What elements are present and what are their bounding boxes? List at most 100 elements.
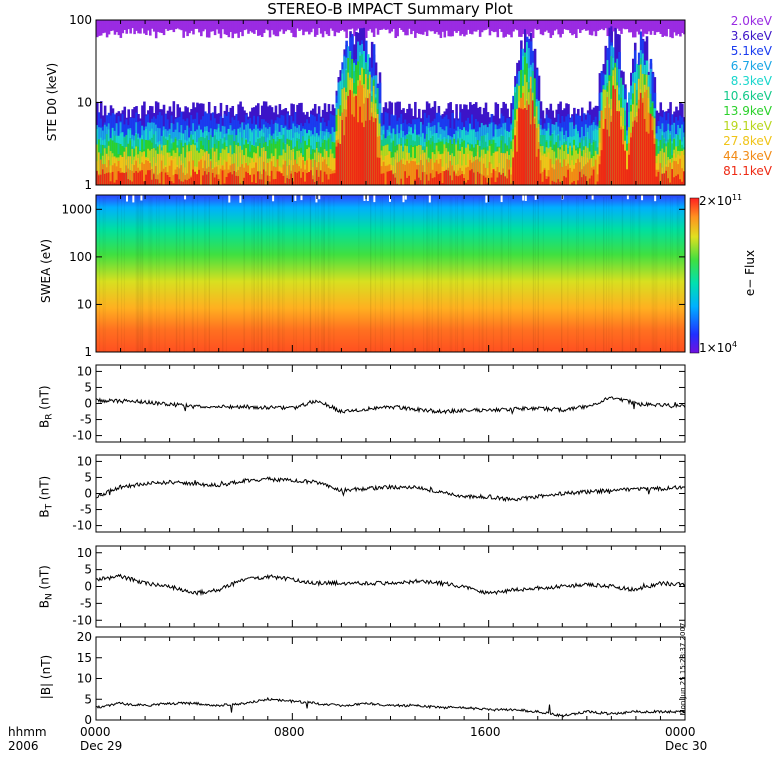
ste-band-segment	[343, 20, 346, 32]
ste-band-segment	[145, 160, 148, 185]
ste-band-segment	[321, 182, 325, 185]
ste-band-segment	[553, 20, 557, 31]
ste-band-segment	[404, 20, 407, 36]
ste-band-segment	[243, 167, 246, 185]
ste-band-segment	[522, 20, 525, 35]
ste-band-segment	[282, 164, 286, 185]
ste-band-segment	[502, 173, 505, 185]
ste-band-segment	[123, 172, 127, 185]
ste-band-segment	[498, 20, 502, 30]
ste-band-segment	[508, 20, 511, 35]
ste-band-segment	[673, 177, 676, 185]
ste-band-segment	[516, 151, 519, 185]
ste-band-segment	[280, 173, 284, 185]
ste-band-segment	[158, 20, 162, 33]
y-tick-label: 20	[77, 630, 92, 644]
ste-band-segment	[109, 20, 113, 32]
swea-gap	[184, 195, 187, 200]
swea-gap	[500, 195, 503, 203]
ste-band-segment	[347, 20, 350, 30]
ste-band-segment	[402, 164, 405, 185]
ste-band-segment	[154, 20, 158, 39]
ste-band-segment	[539, 173, 543, 185]
ste-band-segment	[484, 20, 488, 30]
ste-band-segment	[463, 20, 466, 37]
ste-band-segment	[284, 183, 288, 185]
ste-band-segment	[213, 167, 217, 185]
x-tick-group	[95, 365, 686, 442]
ste-band-segment	[592, 169, 596, 185]
ste-band-segment	[249, 174, 252, 185]
ste-band-segment	[366, 20, 370, 31]
swea-spectrogram	[96, 195, 685, 352]
ste-band-segment	[150, 179, 154, 185]
ste-band-segment	[665, 170, 668, 185]
ste-band-segment	[353, 116, 356, 185]
ste-band-segment	[470, 169, 474, 185]
ste-band-segment	[655, 20, 659, 33]
ste-band-segment	[392, 174, 396, 185]
ste-band-segment	[133, 172, 136, 185]
ste-band-segment	[331, 173, 335, 185]
ste-band-segment	[449, 160, 452, 185]
legend-entry-8-3kev: 8.3keV	[730, 74, 772, 88]
ste-band-segment	[580, 20, 584, 31]
ste-band-segment	[347, 95, 350, 185]
ste-band-segment	[639, 20, 643, 30]
ste-band-segment	[441, 171, 445, 185]
ste-band-segment	[292, 181, 295, 185]
ste-band-segment	[555, 20, 558, 30]
ste-band-segment	[223, 183, 227, 185]
ste-band-segment	[147, 170, 150, 185]
ste-band-segment	[382, 173, 386, 185]
ste-band-segment	[602, 128, 606, 185]
ste-band-segment	[537, 148, 541, 185]
ste-band-segment	[469, 170, 472, 185]
ste-band-segment	[482, 175, 486, 185]
ste-band-segment	[115, 166, 119, 185]
ste-band-segment	[661, 173, 665, 185]
ste-band-segment	[577, 20, 580, 30]
ste-band-segment	[125, 172, 129, 185]
ste-band-segment	[467, 166, 470, 185]
ste-band-segment	[406, 177, 409, 185]
ste-band-segment	[437, 20, 441, 35]
ste-band-segment	[115, 179, 119, 185]
ste-band-segment	[215, 174, 219, 185]
ste-band-segment	[331, 20, 335, 31]
ste-band-segment	[229, 20, 233, 33]
ste-band-segment	[604, 20, 608, 29]
ste-band-segment	[531, 20, 535, 39]
ste-band-segment	[630, 20, 633, 33]
ste-band-segment	[119, 20, 123, 38]
ste-band-segment	[443, 171, 447, 185]
ste-band-segment	[451, 180, 454, 185]
x-tick-group	[95, 546, 686, 627]
ste-band-segment	[663, 173, 666, 185]
ste-band-segment	[667, 178, 670, 185]
ste-band-segment	[235, 20, 238, 34]
ste-band-segment	[588, 159, 592, 185]
ste-band-segment	[514, 135, 517, 185]
ste-band-segment	[551, 20, 555, 36]
ste-band-segment	[427, 180, 431, 185]
ste-band-segment	[439, 172, 443, 185]
ste-band-segment	[535, 156, 539, 185]
legend-entry-81-1kev: 81.1keV	[723, 164, 772, 178]
ste-band-segment	[341, 120, 344, 185]
ste-band-segment	[480, 20, 484, 33]
swea-gap	[522, 195, 525, 201]
ste-band-segment	[683, 20, 685, 35]
ste-band-segment	[645, 20, 649, 35]
ste-band-segment	[470, 20, 474, 35]
ste-band-segment	[494, 20, 498, 32]
ste-band-segment	[168, 20, 172, 31]
ste-band-segment	[113, 163, 117, 185]
ste-band-segment	[506, 20, 509, 35]
ste-band-segment	[404, 171, 407, 185]
ste-band-segment	[508, 169, 511, 185]
swea-gap	[402, 195, 405, 203]
ste-band-segment	[396, 20, 399, 37]
ste-band-segment	[429, 158, 433, 185]
swea-axis-label: SWEA (eV)	[39, 238, 53, 303]
